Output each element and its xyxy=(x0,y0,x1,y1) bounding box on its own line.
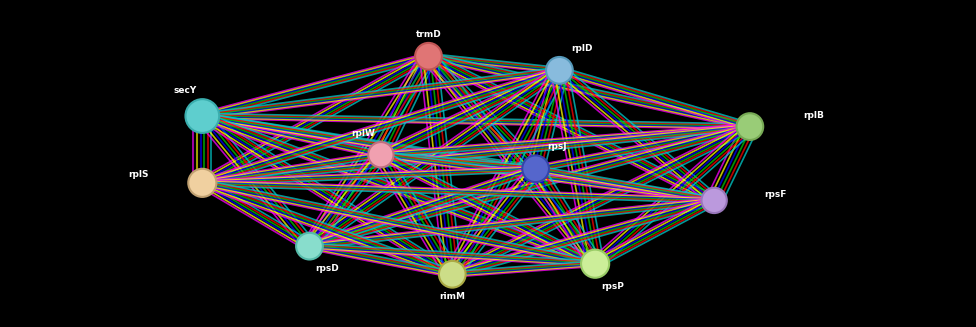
Ellipse shape xyxy=(415,43,442,70)
Text: rplD: rplD xyxy=(571,44,592,53)
Ellipse shape xyxy=(522,155,549,182)
Ellipse shape xyxy=(702,188,727,213)
Text: trmD: trmD xyxy=(416,30,441,39)
Ellipse shape xyxy=(185,99,220,133)
Text: rplS: rplS xyxy=(128,170,148,179)
Ellipse shape xyxy=(581,250,609,278)
Ellipse shape xyxy=(546,57,573,84)
Text: rpsD: rpsD xyxy=(315,264,340,273)
Ellipse shape xyxy=(368,142,393,167)
Ellipse shape xyxy=(439,261,466,288)
Ellipse shape xyxy=(296,233,323,260)
Text: rimM: rimM xyxy=(439,292,466,301)
Ellipse shape xyxy=(737,113,763,140)
Text: rpsJ: rpsJ xyxy=(548,142,567,151)
Text: rplB: rplB xyxy=(803,111,825,120)
Text: rpsP: rpsP xyxy=(601,282,624,291)
Text: rplW: rplW xyxy=(351,129,375,138)
Text: rpsF: rpsF xyxy=(764,190,787,199)
Text: secY: secY xyxy=(173,86,196,95)
Ellipse shape xyxy=(188,169,217,197)
